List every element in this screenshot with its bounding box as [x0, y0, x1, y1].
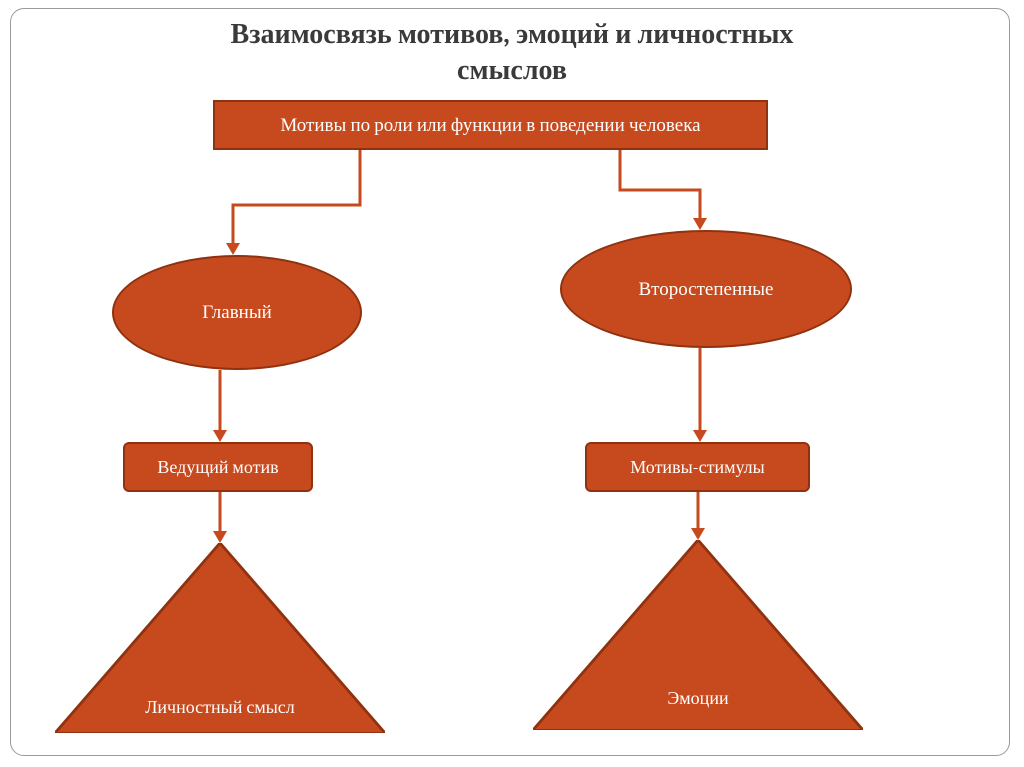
node-stimulus-motives: Мотивы-стимулы: [585, 442, 810, 492]
node-emotions: Эмоции: [533, 540, 863, 730]
node-leading-motive: Ведущий мотив: [123, 442, 313, 492]
node-main-ellipse-label: Главный: [202, 301, 272, 324]
node-personal-meaning-label: Личностный смысл: [55, 697, 385, 720]
node-secondary-ellipse-label: Второстепенные: [638, 278, 773, 301]
node-top-motives: Мотивы по роли или функции в поведении ч…: [213, 100, 768, 150]
slide-title-line2: смыслов: [0, 54, 1024, 87]
slide-title-line1: Взаимосвязь мотивов, эмоций и личностных: [0, 18, 1024, 51]
node-secondary-ellipse: Второстепенные: [560, 230, 852, 348]
node-stimulus-motives-label: Мотивы-стимулы: [630, 457, 765, 478]
node-personal-meaning: Личностный смысл: [55, 543, 385, 733]
node-emotions-label: Эмоции: [533, 688, 863, 711]
node-main-ellipse: Главный: [112, 255, 362, 370]
node-leading-motive-label: Ведущий мотив: [157, 457, 278, 478]
node-top-motives-label: Мотивы по роли или функции в поведении ч…: [280, 114, 700, 137]
